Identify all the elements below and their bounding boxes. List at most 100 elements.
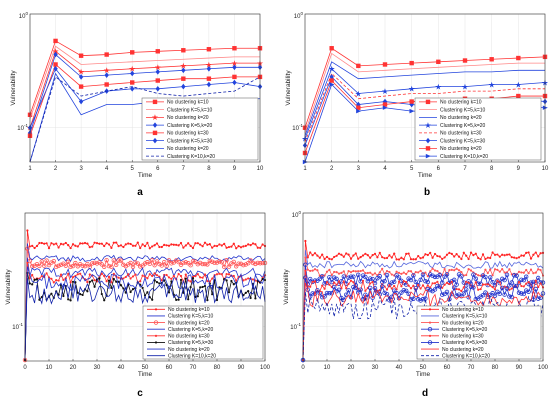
data-point (71, 275, 75, 279)
data-point (392, 279, 397, 285)
data-point (402, 258, 405, 261)
data-point (321, 284, 324, 287)
x-tick-label: 60 (166, 365, 173, 371)
data-point (206, 243, 209, 246)
data-point (519, 277, 524, 282)
data-point (31, 244, 34, 247)
data-point (480, 293, 486, 298)
data-point (508, 268, 511, 271)
data-point (436, 59, 441, 65)
data-point (495, 278, 500, 283)
data-point (59, 273, 63, 276)
data-point (256, 246, 259, 249)
data-point (507, 283, 512, 288)
data-point (525, 251, 528, 254)
data-point (131, 275, 135, 278)
data-point (378, 251, 381, 255)
data-point (539, 282, 542, 285)
axes-frame (29, 13, 261, 163)
data-point (340, 253, 343, 256)
data-point (212, 260, 217, 266)
data-point (181, 83, 186, 90)
data-point (380, 284, 385, 289)
data-point (528, 283, 534, 289)
data-point (37, 263, 42, 269)
data-point (537, 285, 540, 289)
data-point (71, 280, 75, 283)
data-point (98, 242, 101, 245)
legend-marker: ★ (424, 121, 431, 130)
data-point (405, 252, 408, 255)
data-point (460, 270, 463, 274)
data-point (92, 260, 97, 265)
data-point (384, 272, 390, 278)
data-point (187, 242, 190, 245)
data-point (219, 260, 224, 265)
series-8 (29, 76, 261, 163)
data-point (146, 291, 149, 294)
data-point (490, 291, 495, 296)
data-point (493, 268, 497, 271)
data-point (509, 280, 514, 285)
data-point (259, 246, 262, 249)
legend-marker (152, 130, 158, 136)
data-point (206, 47, 212, 52)
data-point (260, 260, 265, 266)
data-point (233, 264, 239, 269)
data-point (486, 283, 489, 286)
data-point (352, 254, 355, 257)
data-point (238, 261, 244, 267)
legend-label: Clustering K=10,k=20 (442, 353, 490, 359)
x-tick-label: 60 (444, 365, 451, 371)
data-point (369, 271, 372, 274)
data-point (329, 290, 334, 296)
data-point (345, 287, 348, 290)
data-point (78, 98, 84, 105)
data-point (75, 264, 80, 269)
data-point (51, 258, 56, 264)
legend-label: No clustering k=30 (442, 334, 484, 340)
data-point (196, 242, 199, 245)
data-point (200, 261, 205, 267)
data-point (371, 254, 374, 257)
data-point (454, 282, 459, 287)
data-point (371, 280, 374, 284)
data-point (539, 252, 542, 255)
data-point (151, 298, 154, 301)
data-point (455, 252, 458, 256)
data-point (333, 270, 336, 274)
data-point (67, 272, 70, 275)
series-line (304, 52, 545, 134)
legend-marker: ★ (151, 113, 158, 122)
data-point (498, 255, 501, 258)
data-point (152, 262, 157, 268)
data-point (467, 257, 470, 261)
data-point (130, 80, 135, 85)
data-point (237, 245, 240, 248)
x-tick-label: 40 (118, 365, 125, 371)
x-tick-label: 5 (410, 166, 414, 172)
data-point (444, 272, 450, 277)
data-point (110, 246, 113, 249)
data-point (438, 255, 441, 258)
series-line (302, 249, 544, 361)
x-axis-label: Time (138, 172, 153, 179)
data-point (86, 280, 89, 284)
data-point (426, 284, 429, 287)
data-point (500, 285, 505, 291)
data-point (183, 260, 188, 265)
data-point (182, 246, 185, 249)
data-point (373, 272, 377, 275)
data-point (115, 241, 118, 244)
data-point (78, 74, 84, 80)
data-point (477, 274, 480, 277)
data-point (201, 245, 204, 248)
data-point (122, 245, 125, 249)
legend-entry: Clustering K=5,k=30 (147, 340, 214, 346)
data-point (76, 273, 79, 276)
data-point (529, 257, 533, 260)
data-point (31, 273, 34, 277)
data-point (53, 38, 58, 44)
legend-entry: No clustering k=30 (421, 334, 484, 340)
